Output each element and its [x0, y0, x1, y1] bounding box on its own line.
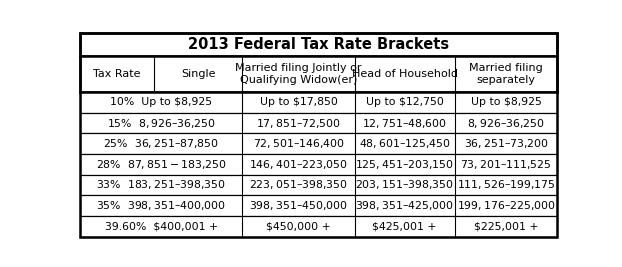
Text: Married filing Jointly or
Qualifying Widow(er): Married filing Jointly or Qualifying Wid…	[235, 64, 362, 85]
Bar	[80, 33, 557, 57]
Text: $8,926 – $36,250: $8,926 – $36,250	[467, 117, 545, 129]
Text: 15%  $8,926 – $36,250: 15% $8,926 – $36,250	[107, 117, 216, 129]
Bar	[80, 134, 557, 154]
Text: $12,751 – $48,600: $12,751 – $48,600	[362, 117, 447, 129]
Text: 10%  Up to $8,925: 10% Up to $8,925	[110, 97, 212, 107]
Text: $425,001 +: $425,001 +	[373, 221, 437, 231]
Text: $223,051 – $398,350: $223,051 – $398,350	[249, 179, 348, 191]
Text: Head of Household: Head of Household	[351, 69, 458, 79]
Text: Up to $8,925: Up to $8,925	[471, 97, 542, 107]
Text: $146,401 – $223,050: $146,401 – $223,050	[249, 158, 348, 171]
Text: 39.60%  $400,001 +: 39.60% $400,001 +	[104, 221, 218, 231]
Bar	[80, 92, 557, 113]
Text: $111,526 – $199,175: $111,526 – $199,175	[457, 179, 555, 191]
Text: 28%  $87,851-$183,250: 28% $87,851-$183,250	[96, 158, 227, 171]
Text: Tax Rate: Tax Rate	[93, 69, 141, 79]
Text: $72,501 – $146,400: $72,501 – $146,400	[253, 137, 345, 150]
Bar	[80, 154, 557, 175]
Bar	[80, 113, 557, 134]
Text: $225,001 +: $225,001 +	[474, 221, 538, 231]
Bar	[80, 57, 557, 92]
Text: 25%  $36,251 – $87,850: 25% $36,251 – $87,850	[103, 137, 220, 150]
Text: 2013 Federal Tax Rate Brackets: 2013 Federal Tax Rate Brackets	[188, 37, 449, 52]
Text: $203,151 – $398,350: $203,151 – $398,350	[355, 179, 454, 191]
Text: $398,351 – $450,000: $398,351 – $450,000	[249, 199, 348, 212]
Text: Up to $17,850: Up to $17,850	[259, 97, 337, 107]
Text: 35%  $398,351 – $400,000: 35% $398,351 – $400,000	[96, 199, 226, 212]
Text: Single: Single	[181, 69, 216, 79]
Text: Up to $12,750: Up to $12,750	[366, 97, 443, 107]
Text: Married filing
separately: Married filing separately	[469, 64, 543, 85]
Text: $398,351 – $425,000: $398,351 – $425,000	[355, 199, 454, 212]
Text: $17,851 – $72,500: $17,851 – $72,500	[256, 117, 341, 129]
Text: 33%  $183,251 – $398,350: 33% $183,251 – $398,350	[96, 179, 226, 191]
Text: $36,251 – $73,200: $36,251 – $73,200	[463, 137, 549, 150]
Text: $450,000 +: $450,000 +	[266, 221, 331, 231]
Text: $199,176 – $225,000: $199,176 – $225,000	[457, 199, 555, 212]
Text: $125,451 – $203,150: $125,451 – $203,150	[355, 158, 454, 171]
Text: $48,601 – $125,450: $48,601 – $125,450	[359, 137, 450, 150]
Bar	[80, 195, 557, 216]
Bar	[80, 175, 557, 195]
Bar	[80, 216, 557, 237]
Text: $73,201 – $111,525: $73,201 – $111,525	[460, 158, 552, 171]
